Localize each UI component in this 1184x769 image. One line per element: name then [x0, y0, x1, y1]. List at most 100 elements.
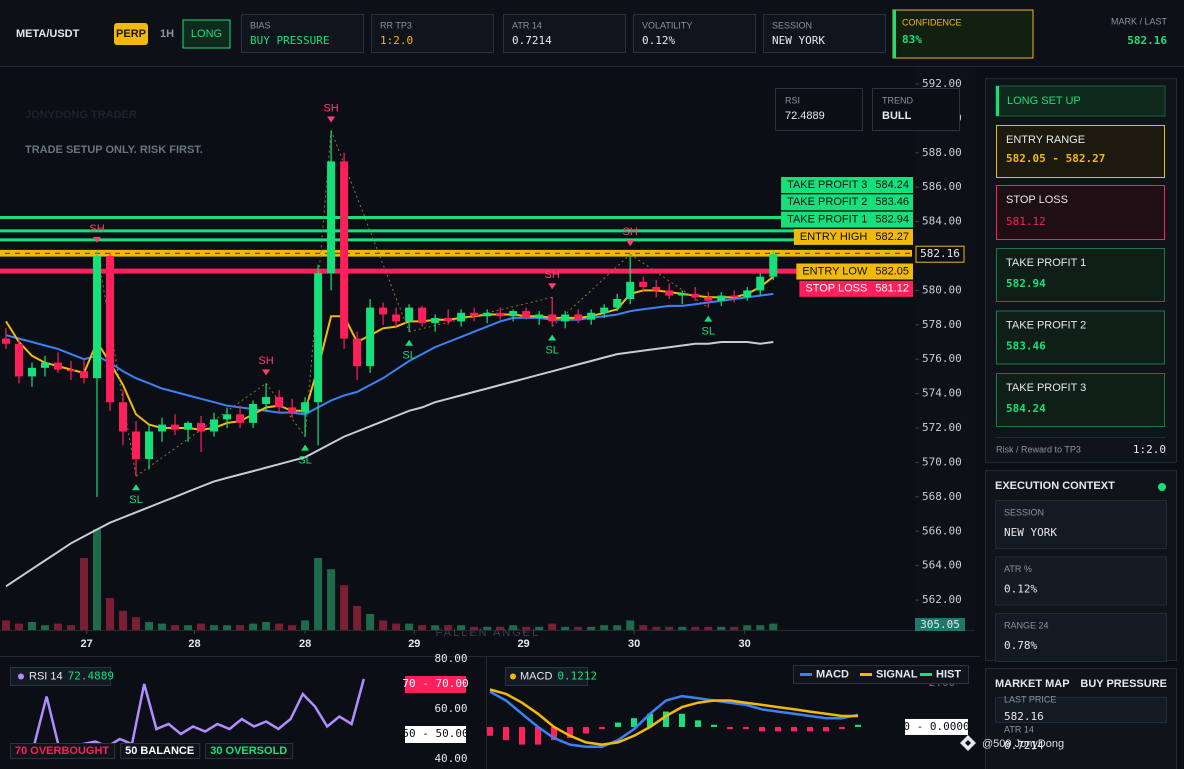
- level-tag: 70 - 70.00: [402, 677, 468, 690]
- ma-line: [5, 275, 774, 431]
- pivot-label: SH: [545, 269, 560, 281]
- confidence-value: 83%: [902, 33, 922, 46]
- candle-body: [691, 293, 700, 298]
- header-box: [10, 667, 111, 686]
- volume-bar: [600, 625, 609, 630]
- volume-bar: [236, 625, 245, 630]
- accent: [893, 10, 896, 58]
- target-label: TAKE PROFIT 1: [1006, 257, 1086, 269]
- volume-bar: [210, 625, 219, 630]
- pivot-arrow: [548, 283, 557, 290]
- y-tick-label: 586.00: [922, 180, 962, 193]
- context-value: 0.12%: [1004, 583, 1037, 596]
- candle-body: [418, 307, 427, 324]
- hist-bar: [839, 726, 845, 730]
- level-value: 581.12: [875, 283, 909, 295]
- candle-body: [288, 407, 297, 413]
- y-tick-label: 562.00: [922, 593, 962, 606]
- entry-label: ENTRY RANGE: [1006, 134, 1085, 146]
- stop-value: 581.12: [1006, 215, 1046, 228]
- volume-bar: [665, 626, 674, 630]
- level-value: 582.05: [875, 265, 909, 277]
- price-tag: 582.16: [920, 247, 960, 260]
- badge-label: TREND: [882, 95, 913, 105]
- level-tag-box: [405, 676, 466, 693]
- pivot-label: SH: [623, 226, 638, 238]
- volume-bar: [678, 626, 687, 630]
- volume-bar: [262, 622, 271, 630]
- candle-body: [561, 314, 570, 322]
- pivot-arrow: [548, 334, 557, 341]
- pivot-label: SL: [545, 344, 558, 356]
- cards: BIAS BUY PRESSURE RR TP3 1:2.0 ATR 14 0.7214 V…: [241, 14, 886, 53]
- x-tick-label: 29: [517, 638, 529, 650]
- chart-subtitle: TRADE SETUP ONLY. RISK FIRST.: [25, 144, 203, 156]
- side-box: [182, 19, 231, 49]
- legend-label: MACD: [816, 668, 849, 680]
- candle-body: [314, 273, 323, 403]
- price-axis: [915, 68, 975, 630]
- volume-tag-box: [915, 618, 965, 631]
- card-value: BUY PRESSURE: [250, 34, 329, 47]
- y-tick-label: 572.00: [922, 421, 962, 434]
- y-tick-label: 578.00: [922, 318, 962, 331]
- volume-bar: [496, 626, 505, 630]
- volume-bar: [561, 626, 570, 630]
- candle-body: [145, 431, 154, 460]
- volume-bar: [717, 626, 726, 630]
- candle-body: [639, 281, 648, 287]
- badge-box: [775, 88, 863, 131]
- y-tick-label: 576.00: [922, 352, 962, 365]
- context-title: EXECUTION CONTEXT: [995, 480, 1115, 492]
- volume-bar: [223, 625, 232, 630]
- candle-body: [223, 414, 232, 420]
- target-box: [996, 248, 1165, 302]
- volume-bar: [574, 626, 583, 630]
- rr-value: 1:2.0: [1133, 443, 1166, 456]
- candle-body: [457, 312, 466, 322]
- legend-frame: [793, 665, 969, 684]
- stop-box: [996, 185, 1165, 240]
- volume-bar: [327, 569, 336, 630]
- volume-bar: [431, 625, 440, 630]
- target-box: [996, 310, 1165, 365]
- level-value: 582.94: [875, 214, 909, 226]
- y-tick-label: 588.00: [922, 146, 962, 159]
- volume-bar: [379, 620, 388, 630]
- candle-body: [40, 362, 49, 368]
- candle-body: [14, 343, 23, 377]
- market-state: BUY PRESSURE: [1080, 678, 1167, 690]
- y-tick-label: 592.00: [922, 77, 962, 90]
- volume-bar: [691, 626, 700, 630]
- volume-bar: [626, 620, 635, 630]
- rr-label: Risk / Reward to TP3: [996, 444, 1081, 454]
- pivot-label: SL: [129, 494, 142, 506]
- candle-body: [366, 307, 375, 367]
- candle-body: [717, 295, 726, 301]
- volume-bar: [652, 626, 661, 630]
- pivot-label: SL: [701, 326, 714, 338]
- card-label: SESSION: [772, 20, 812, 30]
- candle-body: [158, 424, 167, 432]
- volume-bar: [132, 617, 141, 630]
- pivot-arrow: [626, 240, 635, 247]
- confidence-label: CONFIDENCE: [902, 17, 962, 27]
- volume-bar: [418, 625, 427, 630]
- pivot-label: SL: [298, 455, 311, 467]
- candle-body: [93, 256, 102, 379]
- candle-body: [704, 297, 713, 301]
- macd-line: [489, 690, 859, 749]
- candle-body: [405, 307, 414, 322]
- volume-bar: [535, 626, 544, 630]
- zero-tag: 0 - 0.0000: [903, 720, 969, 733]
- volume-bar: [639, 625, 648, 630]
- volume-bar: [509, 625, 518, 630]
- pivot-arrow: [132, 484, 141, 491]
- level-name: TAKE PROFIT 1: [787, 214, 867, 226]
- candle-body: [1, 338, 10, 344]
- zigzag: [265, 383, 306, 437]
- level-label-box: [796, 263, 913, 280]
- candle-body: [444, 317, 453, 322]
- candle-body: [665, 290, 674, 296]
